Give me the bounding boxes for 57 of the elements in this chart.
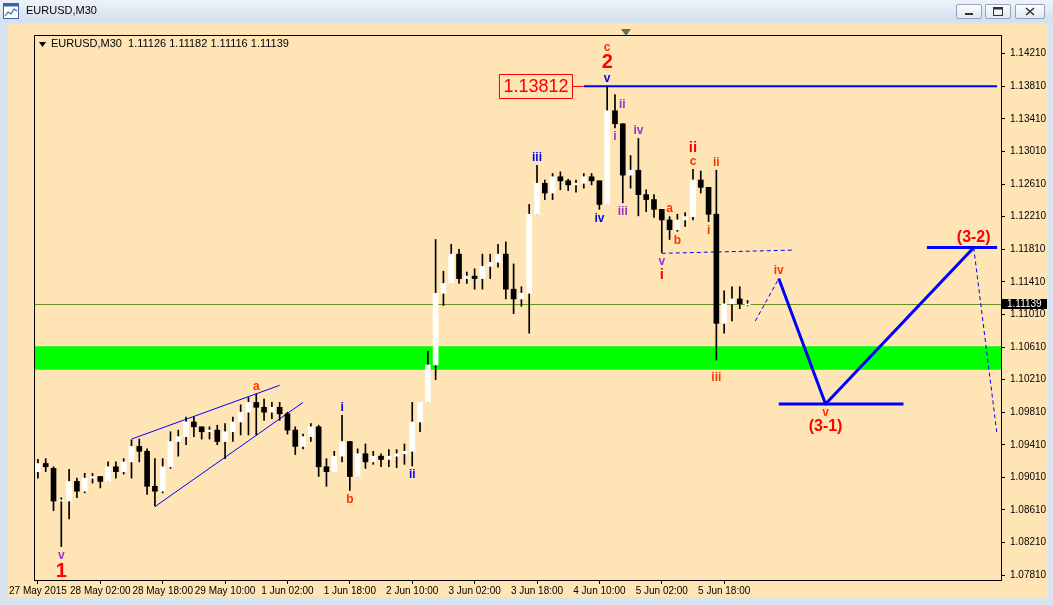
annotation: iv: [773, 262, 785, 277]
annotation: iii: [711, 370, 722, 385]
annotation: i: [659, 265, 664, 283]
annotation: iii: [617, 204, 628, 219]
y-tick-label: 1.11410: [1010, 275, 1046, 287]
x-tick-label: 28 May 02:00: [70, 584, 132, 596]
y-tick-label: 1.09010: [1010, 471, 1047, 483]
y-tick-label: 1.08610: [1010, 503, 1047, 515]
annotation: ii: [713, 154, 720, 169]
x-tick-label: 2 Jun 10:00: [386, 584, 439, 596]
y-tick-label: 1.13010: [1010, 145, 1047, 157]
y-tick-label: 1.10610: [1010, 340, 1047, 352]
x-tick-label: 28 May 18:00: [132, 584, 194, 596]
annotation: (3-1): [808, 417, 843, 435]
annotation: v: [603, 70, 611, 85]
x-tick-label: 3 Jun 02:00: [448, 584, 502, 596]
ref-line-label: 1.11139: [1007, 297, 1043, 309]
annotation: b: [673, 232, 682, 247]
x-tick-label: 5 Jun 18:00: [698, 584, 751, 596]
x-tick-label: 3 Jun 18:00: [510, 584, 564, 596]
x-tick-label: 5 Jun 02:00: [635, 584, 689, 596]
annotation: iv: [594, 210, 605, 225]
x-tick-label: 1 Jun 18:00: [323, 584, 377, 596]
annotation: ii: [688, 138, 698, 156]
annotation: i: [613, 129, 617, 144]
chart-title: EURUSD,M30: [26, 4, 97, 17]
annotation: iii: [532, 149, 543, 164]
annotation: ii: [408, 467, 416, 482]
annotation: ii: [618, 96, 626, 111]
y-tick-label: 1.14210: [1010, 47, 1047, 59]
annotation: i: [706, 222, 711, 237]
x-tick-label: 27 May 2015: [9, 584, 68, 596]
annotation: v: [658, 253, 666, 268]
y-tick-label: 1.13410: [1010, 112, 1047, 124]
annotation: v: [822, 405, 830, 420]
annotation: 1.13812: [503, 76, 569, 97]
x-tick-label: 29 May 10:00: [194, 584, 256, 596]
x-tick-label: 4 Jun 10:00: [573, 584, 626, 596]
annotation: b: [346, 491, 354, 506]
annotation: i: [340, 399, 344, 414]
y-tick-label: 1.08210: [1010, 536, 1047, 548]
chart-subtitle: EURUSD,M30 1.11126 1.11182 1.11116 1.11139: [51, 37, 289, 50]
annotation: a: [252, 378, 260, 393]
y-tick-label: 1.09810: [1010, 405, 1047, 417]
y-tick-label: 1.13810: [1010, 80, 1047, 92]
annotation: iv: [633, 122, 644, 137]
x-tick-label: 1 Jun 02:00: [261, 584, 315, 596]
y-tick-label: 1.11810: [1010, 243, 1046, 254]
annotation: c: [689, 153, 697, 168]
y-tick-label: 1.07810: [1010, 568, 1047, 580]
y-tick-label: 1.12610: [1010, 177, 1047, 189]
annotation: (3-2): [956, 228, 991, 246]
y-tick-label: 1.10210: [1010, 373, 1047, 385]
y-tick-label: 1.11010: [1010, 308, 1046, 320]
annotation: a: [666, 200, 674, 215]
y-tick-label: 1.12210: [1010, 210, 1047, 222]
y-tick-label: 1.09410: [1010, 438, 1047, 450]
